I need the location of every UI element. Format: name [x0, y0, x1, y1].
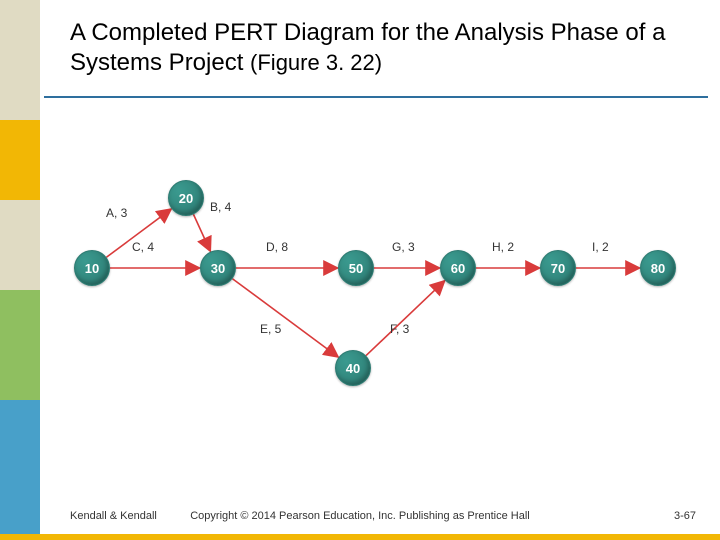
- bottom-decor-strip: [0, 534, 720, 540]
- title-figure-ref: (Figure 3. 22): [250, 50, 382, 75]
- edge-label: B, 4: [210, 200, 231, 214]
- pert-edge: [366, 282, 443, 356]
- edge-label: G, 3: [392, 240, 415, 254]
- pert-edge: [193, 214, 209, 249]
- title-underline: [44, 96, 708, 98]
- pert-node: 40: [335, 350, 371, 386]
- footer-copyright: Copyright © 2014 Pearson Education, Inc.…: [0, 510, 720, 522]
- footer-page-number: 3-67: [674, 510, 696, 522]
- decor-bar: [0, 200, 40, 290]
- pert-node: 50: [338, 250, 374, 286]
- edge-label: H, 2: [492, 240, 514, 254]
- edge-label: A, 3: [106, 206, 127, 220]
- pert-node: 70: [540, 250, 576, 286]
- pert-node: 60: [440, 250, 476, 286]
- pert-edge: [232, 279, 336, 356]
- decor-bar: [0, 290, 40, 400]
- edge-layer: [70, 150, 690, 410]
- decor-bar: [0, 0, 40, 120]
- edge-label: I, 2: [592, 240, 609, 254]
- edge-label: D, 8: [266, 240, 288, 254]
- left-decor-strip: [0, 0, 40, 540]
- slide-title: A Completed PERT Diagram for the Analysi…: [70, 18, 670, 78]
- pert-node: 30: [200, 250, 236, 286]
- pert-node: 20: [168, 180, 204, 216]
- edge-label: C, 4: [132, 240, 154, 254]
- edge-label: F, 3: [390, 322, 409, 336]
- pert-diagram: A, 3 B, 4 C, 4 D, 8 E, 5 F, 3 G, 3 H, 2 I, 2 10 20…: [70, 150, 690, 410]
- pert-node: 80: [640, 250, 676, 286]
- edge-label: E, 5: [260, 322, 281, 336]
- decor-bar: [0, 120, 40, 200]
- pert-node: 10: [74, 250, 110, 286]
